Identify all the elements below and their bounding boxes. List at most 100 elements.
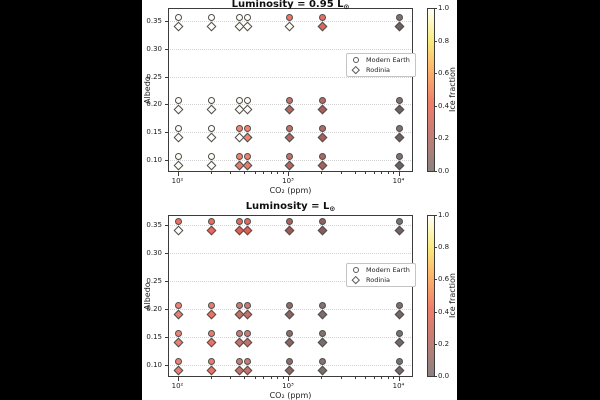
data-point-circle <box>318 358 326 365</box>
data-point-circle <box>396 97 403 105</box>
diamond-glyph <box>352 66 360 74</box>
data-point-circle <box>318 14 326 21</box>
colorbar-tick <box>435 376 437 377</box>
y-tick-label: 0.10 <box>146 156 162 164</box>
x-minor-tick <box>340 172 342 174</box>
y-tick-label: 0.35 <box>146 221 162 229</box>
x-minor-tick <box>254 377 256 379</box>
colorbar-tick <box>435 171 437 172</box>
colorbar-tick <box>435 138 437 140</box>
y-tick-label: 0.25 <box>146 277 162 285</box>
colorbar-tick-label: 0.4 <box>438 101 450 110</box>
data-point-diamond <box>317 21 328 32</box>
data-point-diamond <box>317 365 328 376</box>
y-tick <box>165 160 168 161</box>
data-point-diamond <box>242 160 253 171</box>
legend-item-rodinia: Rodinia <box>351 276 410 284</box>
data-point-diamond <box>394 104 405 115</box>
x-minor-tick <box>381 377 383 379</box>
data-point-diamond <box>206 104 217 115</box>
x-axis-label: CO₂ (ppm) <box>269 186 312 195</box>
gridline <box>170 132 411 134</box>
colorbar-label: Ice fraction <box>448 273 457 319</box>
data-point-circle <box>243 218 251 225</box>
x-minor-tick <box>321 377 323 379</box>
x-tick <box>177 377 179 381</box>
y-tick <box>165 21 168 22</box>
data-point-circle <box>208 153 216 160</box>
data-point-diamond <box>242 21 253 32</box>
x-minor-tick <box>381 172 383 174</box>
colorbar-tick-label: 1.0 <box>438 4 450 12</box>
x-axis-label: CO₂ (ppm) <box>269 391 312 400</box>
colorbar-tick <box>435 73 437 75</box>
data-point-diamond <box>173 365 184 376</box>
y-tick <box>165 281 168 282</box>
x-minor-tick <box>387 172 389 174</box>
gridline <box>170 309 411 310</box>
data-point-diamond <box>242 104 253 115</box>
plot-axes-panel-1: Modern Earth Rodinia <box>168 8 416 172</box>
sun-symbol: ⊙ <box>343 3 350 11</box>
x-minor-tick <box>340 377 342 379</box>
data-point-diamond <box>394 160 405 171</box>
data-point-diamond <box>317 309 328 320</box>
data-point-circle <box>396 330 403 337</box>
y-axis-label: Albedo <box>143 76 152 104</box>
data-point-diamond <box>242 365 253 376</box>
data-point-circle <box>243 14 251 21</box>
data-point-circle <box>396 153 403 160</box>
x-minor-tick <box>387 377 389 379</box>
data-point-diamond <box>173 21 184 32</box>
data-point-diamond <box>284 309 294 320</box>
data-point-circle <box>396 125 403 133</box>
data-point-circle <box>175 358 182 365</box>
gridline <box>170 253 411 254</box>
y-tick <box>165 253 168 254</box>
data-point-diamond <box>206 225 217 236</box>
y-tick <box>165 48 168 50</box>
data-point-diamond <box>394 337 405 348</box>
data-point-circle <box>243 97 251 105</box>
panel-title-text: Luminosity = 0.95 L <box>231 0 344 10</box>
circle-glyph <box>353 57 359 63</box>
y-tick <box>165 132 168 134</box>
plot-axes-panel-2: Modern Earth Rodinia <box>168 215 416 377</box>
colorbar-label: Ice fraction <box>448 67 457 113</box>
colorbar-tick <box>435 105 437 107</box>
x-minor-tick <box>244 377 246 379</box>
colorbar-tick <box>435 343 437 345</box>
x-minor-tick <box>254 172 256 174</box>
legend-item-rodinia: Rodinia <box>351 66 410 74</box>
data-point-diamond <box>284 225 294 236</box>
colorbar <box>427 215 435 377</box>
y-axis-label: Albedo <box>143 282 152 310</box>
x-minor-tick <box>354 377 356 379</box>
data-point-circle <box>208 358 216 365</box>
x-minor-tick <box>244 172 246 174</box>
colorbar-tick-label: 0.6 <box>438 275 450 284</box>
x-minor-tick <box>263 172 265 174</box>
data-point-circle <box>318 125 326 133</box>
x-minor-tick <box>365 172 367 174</box>
data-point-diamond <box>206 160 217 171</box>
y-tick <box>165 365 168 366</box>
data-point-diamond <box>173 104 184 115</box>
data-point-diamond <box>284 337 294 348</box>
y-tick-label: 0.15 <box>146 333 162 341</box>
data-point-diamond <box>206 337 217 348</box>
y-tick <box>165 309 168 310</box>
data-point-diamond <box>284 365 294 376</box>
panel-title: Luminosity = L⊙ <box>168 201 413 213</box>
data-point-circle <box>285 330 293 337</box>
data-point-circle <box>208 14 216 21</box>
diamond-marker-icon <box>351 66 361 74</box>
colorbar <box>427 8 435 172</box>
colorbar-tick-label: 0.0 <box>438 372 450 380</box>
colorbar-tick <box>435 215 437 216</box>
x-minor-tick <box>373 172 375 174</box>
data-point-circle <box>243 358 251 365</box>
y-tick-label: 0.30 <box>146 44 162 53</box>
data-point-diamond <box>173 160 184 171</box>
